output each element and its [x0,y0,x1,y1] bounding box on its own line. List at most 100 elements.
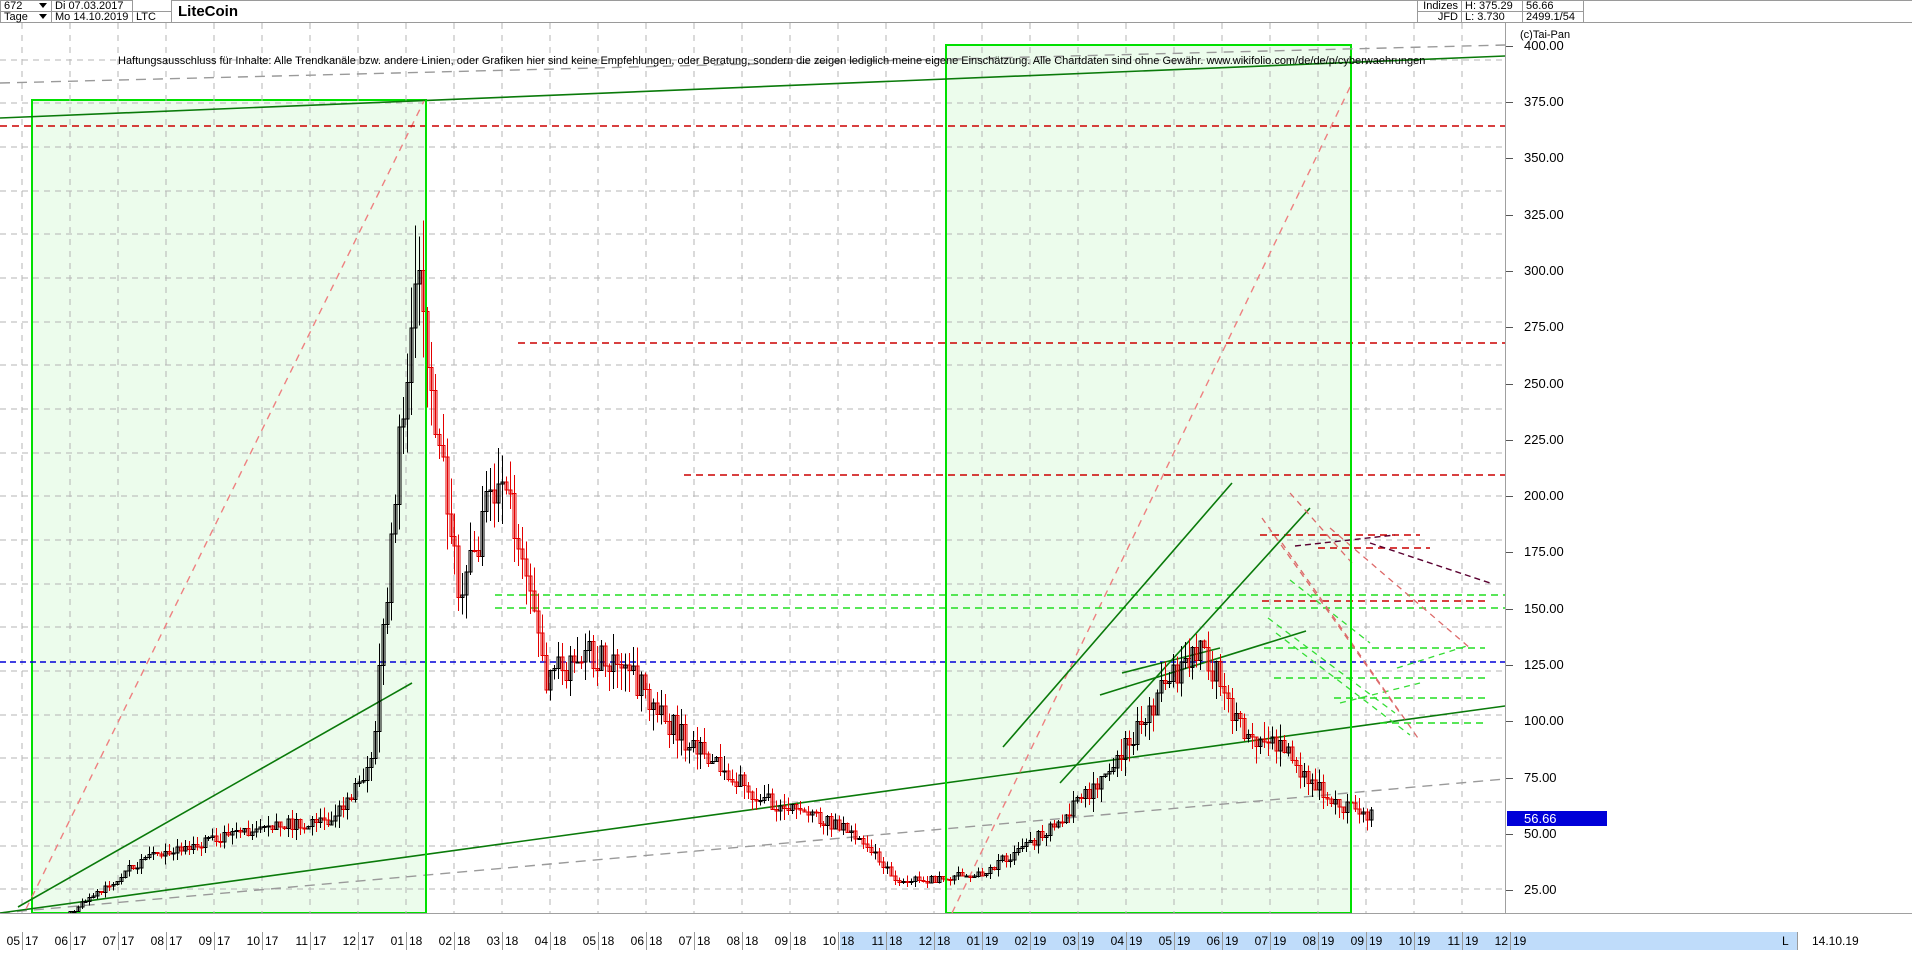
interval-label: Tage [4,11,28,23]
candle-body [841,823,846,831]
candle-body [95,891,100,897]
candle-body [195,843,200,848]
candle-body [639,674,644,696]
price-tick-mark [1506,721,1513,722]
date-axis-separator [1078,932,1079,950]
maroon-fan [1294,534,1491,584]
candle-body [933,876,938,883]
chevron-down-icon-2[interactable] [39,14,47,19]
candle-body [353,783,358,800]
date-axis-month: 11 [1447,934,1460,948]
candle-body [310,818,315,827]
candle-body [258,826,263,830]
date-axis-month: 10 [1398,934,1412,948]
candle-body [365,767,370,782]
candle-body [401,418,406,428]
date-axis-month: 08 [726,934,740,948]
candle-body [782,805,787,809]
candle-body [766,793,771,798]
candle-body [254,828,259,833]
candle-body [1115,754,1120,769]
candle-body [687,747,692,751]
candle-body [266,825,271,828]
price-tick-label: 50.00 [1524,826,1557,841]
date-axis-month: 05 [6,934,20,948]
candle-body [802,809,807,813]
price-tick-mark [1506,271,1513,272]
date-axis-year: 18 [553,934,567,948]
candle-body [1258,738,1263,747]
low-label: L: 3.730 [1465,11,1505,23]
candle-body [1353,802,1358,810]
candle-body [206,837,211,840]
candle-body [1278,740,1283,752]
candle-body [611,654,616,672]
chevron-down-icon[interactable] [39,3,47,8]
candle-body [988,866,993,875]
date-axis-month: 07 [1254,934,1268,948]
candle-body [552,668,557,671]
candle-body [937,876,942,883]
date-axis-year: 19 [1273,934,1287,948]
candle-body [607,665,612,672]
date-axis-last-date: 14.10.19 [1812,934,1859,948]
candle-body [722,770,727,773]
candle-body [155,852,160,855]
date-axis-year: 18 [457,934,471,948]
date-axis-separator [1462,932,1463,950]
candle-body [758,800,763,803]
date-axis-month: 12 [1494,934,1508,948]
candle-body [1361,811,1366,815]
candle-body [103,885,108,893]
candle-body [314,818,319,824]
candle-body [111,883,116,887]
candle-body [956,872,961,877]
candle-body [452,536,457,547]
candle-body [1135,721,1140,746]
candle-body [1155,692,1160,716]
candle-body [683,724,688,751]
date-axis-separator [934,932,935,950]
candle-body [183,846,188,852]
candle-body [1183,657,1188,663]
candle-body [389,533,394,603]
date-axis-year: 19 [1033,934,1047,948]
date-axis-year: 18 [649,934,663,948]
candle-body [449,513,454,538]
price-tick-label: 275.00 [1524,319,1564,334]
date-axis[interactable]: 05 17 06 17 07 17 08 17 09 17 10 17 11 17 12 17 01 18 02 18… [0,913,1912,953]
candle-body [1246,734,1251,739]
candle-body [603,645,608,667]
candle-body [579,661,584,664]
candle-body [1083,789,1088,799]
candle-body [1369,809,1374,821]
date-axis-month: 08 [1302,934,1316,948]
date-axis-separator [502,932,503,950]
candle-body [1218,661,1223,687]
date-axis-separator [1030,932,1031,950]
candle-body [829,816,834,830]
date-axis-year: 19 [1225,934,1239,948]
price-axis[interactable]: 400.00 375.00 350.00 325.00 300.00 275.00 250.… [1505,23,1912,913]
candle-body [270,825,275,830]
candle-body [1159,679,1164,694]
candle-body [1206,647,1211,672]
date-axis-year: 19 [985,934,999,948]
candle-body [508,489,513,495]
candle-body [345,797,350,810]
candle-body [706,753,711,764]
candle-body [798,808,803,811]
chart-plot-area[interactable]: Haftungsausschluss für Inhalte: Alle Tre… [0,23,1505,913]
page-title: LiteCoin [178,3,238,20]
price-tick-mark [1506,440,1513,441]
candle-body [286,818,291,830]
candle-body [405,381,410,420]
candle-body [524,558,529,577]
price-tick-label: 400.00 [1524,38,1564,53]
date-axis-month: 09 [774,934,788,948]
candle-body [544,654,549,691]
candle-body [441,444,446,458]
candle-body [1198,640,1203,661]
candle-body [393,504,398,535]
date-axis-separator [790,932,791,950]
